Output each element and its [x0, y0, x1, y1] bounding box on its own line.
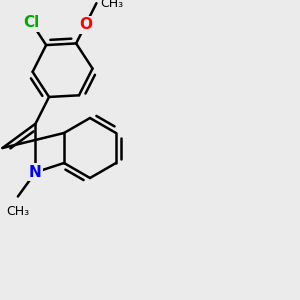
Text: N: N: [29, 165, 42, 180]
Text: CH₃: CH₃: [100, 0, 124, 10]
Text: O: O: [79, 17, 92, 32]
Text: CH₃: CH₃: [6, 205, 29, 218]
Text: Cl: Cl: [23, 15, 40, 30]
